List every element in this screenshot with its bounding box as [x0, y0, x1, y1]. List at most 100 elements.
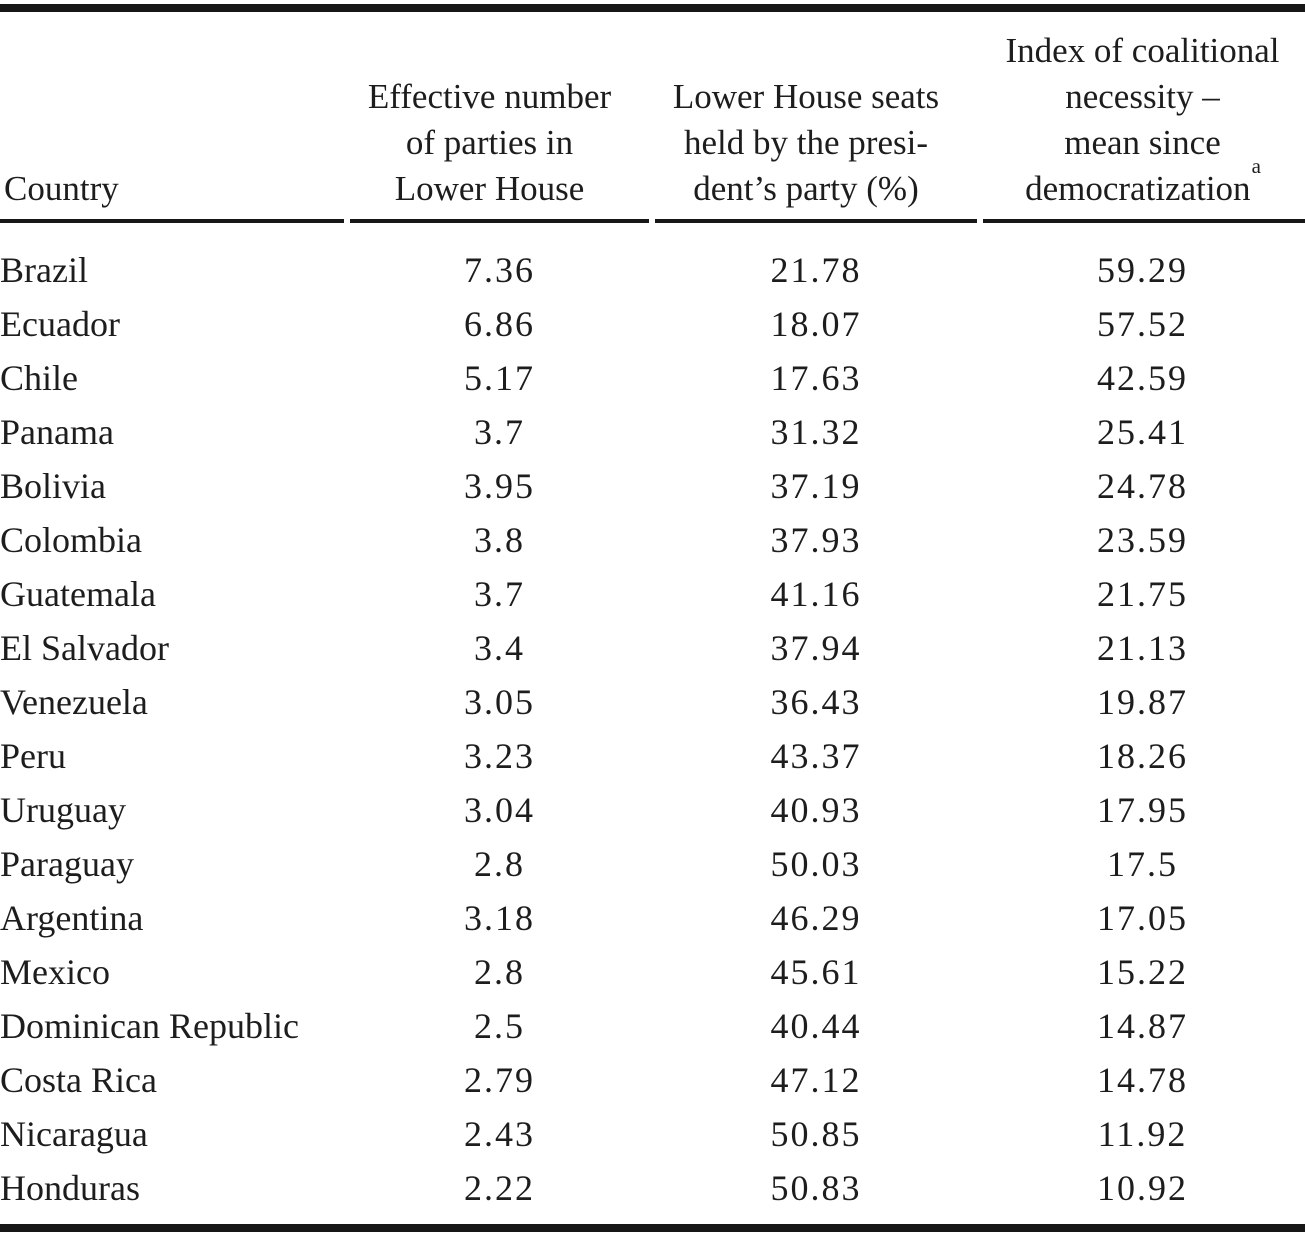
table-row: Ecuador 6.86 18.07 57.52 — [0, 297, 1305, 351]
header-underline-segment — [983, 219, 1305, 223]
table-row: Dominican Republic 2.5 40.44 14.87 — [0, 999, 1305, 1053]
cell-country: Paraguay — [0, 844, 134, 884]
header-line: dent’s party (%) — [693, 169, 919, 208]
table-row: Costa Rica 2.79 47.12 14.78 — [0, 1053, 1305, 1107]
cell-country: Bolivia — [0, 466, 106, 506]
table-row: Uruguay 3.04 40.93 17.95 — [0, 783, 1305, 837]
cell-effective-parties: 3.18 — [464, 898, 535, 938]
cell-president-seats: 21.78 — [770, 250, 862, 290]
cell-president-seats: 37.19 — [770, 466, 862, 506]
header-underline — [0, 219, 1305, 223]
cell-effective-parties: 3.7 — [474, 412, 525, 452]
cell-president-seats: 41.16 — [770, 574, 862, 614]
cell-effective-parties: 3.95 — [464, 466, 535, 506]
cell-country: Nicaragua — [0, 1114, 148, 1154]
column-header-country: Country — [0, 166, 347, 212]
cell-country: Costa Rica — [0, 1060, 157, 1100]
cell-coalitional-index: 19.87 — [1097, 682, 1188, 722]
cell-coalitional-index: 59.29 — [1097, 250, 1188, 290]
table-row: Brazil 7.36 21.78 59.29 — [0, 243, 1305, 297]
table-row: Mexico 2.8 45.61 15.22 — [0, 945, 1305, 999]
cell-president-seats: 18.07 — [770, 304, 862, 344]
header-line: mean since — [1064, 123, 1221, 162]
cell-president-seats: 36.43 — [770, 682, 862, 722]
header-line: necessity – — [1065, 77, 1220, 116]
cell-president-seats: 47.12 — [770, 1060, 862, 1100]
header-line: Lower House seats — [672, 77, 940, 116]
cell-effective-parties: 3.23 — [464, 736, 535, 776]
cell-effective-parties: 7.36 — [464, 250, 535, 290]
table-row: Nicaragua 2.43 50.85 11.92 — [0, 1107, 1305, 1161]
cell-president-seats: 40.44 — [770, 1006, 862, 1046]
cell-country: Colombia — [0, 520, 142, 560]
cell-country: Dominican Republic — [0, 1006, 299, 1046]
cell-country: Guatemala — [0, 574, 156, 614]
cell-coalitional-index: 18.26 — [1097, 736, 1188, 776]
cell-country: Chile — [0, 358, 78, 398]
cell-president-seats: 50.85 — [770, 1114, 862, 1154]
cell-president-seats: 43.37 — [770, 736, 862, 776]
cell-effective-parties: 3.05 — [464, 682, 535, 722]
cell-effective-parties: 5.17 — [464, 358, 535, 398]
header-underline-segment — [0, 219, 344, 223]
cell-coalitional-index: 24.78 — [1097, 466, 1188, 506]
cell-country: Honduras — [0, 1168, 140, 1208]
table-row: Paraguay 2.8 50.03 17.5 — [0, 837, 1305, 891]
cell-coalitional-index: 14.78 — [1097, 1060, 1188, 1100]
table-row: El Salvador 3.4 37.94 21.13 — [0, 621, 1305, 675]
cell-president-seats: 50.03 — [770, 844, 862, 884]
header-line: Effective number — [367, 77, 612, 116]
table-row: Venezuela 3.05 36.43 19.87 — [0, 675, 1305, 729]
cell-coalitional-index: 17.95 — [1097, 790, 1188, 830]
cell-effective-parties: 2.79 — [464, 1060, 535, 1100]
cell-effective-parties: 3.8 — [474, 520, 525, 560]
cell-effective-parties: 2.22 — [464, 1168, 535, 1208]
cell-president-seats: 37.94 — [770, 628, 862, 668]
cell-effective-parties: 2.5 — [474, 1006, 525, 1046]
cell-coalitional-index: 57.52 — [1097, 304, 1188, 344]
column-header-effective-parties: Effective number of parties in Lower Hou… — [347, 74, 652, 212]
table-body: Brazil 7.36 21.78 59.29 Ecuador 6.86 18.… — [0, 243, 1305, 1215]
table-row: Argentina 3.18 46.29 17.05 — [0, 891, 1305, 945]
cell-coalitional-index: 23.59 — [1097, 520, 1188, 560]
cell-country: Argentina — [0, 898, 144, 938]
cell-coalitional-index: 14.87 — [1097, 1006, 1188, 1046]
header-line: Lower House — [394, 169, 585, 208]
table-row: Honduras 2.22 50.83 10.92 — [0, 1161, 1305, 1215]
cell-country: Uruguay — [0, 790, 126, 830]
cell-effective-parties: 6.86 — [464, 304, 535, 344]
cell-effective-parties: 3.04 — [464, 790, 535, 830]
cell-president-seats: 46.29 — [770, 898, 862, 938]
bottom-rule — [0, 1224, 1305, 1232]
cell-coalitional-index: 11.92 — [1097, 1114, 1188, 1154]
cell-coalitional-index: 10.92 — [1097, 1168, 1188, 1208]
cell-president-seats: 40.93 — [770, 790, 862, 830]
cell-country: Panama — [0, 412, 114, 452]
header-underline-segment — [350, 219, 649, 223]
cell-president-seats: 37.93 — [770, 520, 862, 560]
header-line: of parties in — [405, 123, 574, 162]
table-row: Bolivia 3.95 37.19 24.78 — [0, 459, 1305, 513]
cell-coalitional-index: 21.13 — [1097, 628, 1188, 668]
cell-country: El Salvador — [0, 628, 169, 668]
table-row: Peru 3.23 43.37 18.26 — [0, 729, 1305, 783]
cell-effective-parties: 2.8 — [474, 952, 525, 992]
cell-president-seats: 31.32 — [770, 412, 862, 452]
cell-country: Peru — [0, 736, 66, 776]
cell-effective-parties: 3.7 — [474, 574, 525, 614]
cell-coalitional-index: 25.41 — [1097, 412, 1188, 452]
cell-effective-parties: 2.8 — [474, 844, 525, 884]
header-line: democratizationa — [980, 156, 1305, 212]
cell-president-seats: 50.83 — [770, 1168, 862, 1208]
cell-country: Brazil — [0, 250, 88, 290]
header-line-text: democratization — [1025, 169, 1251, 208]
cell-coalitional-index: 42.59 — [1097, 358, 1188, 398]
header-line: Index of coalitional — [1005, 31, 1280, 70]
cell-country: Mexico — [0, 952, 110, 992]
table-row: Guatemala 3.7 41.16 21.75 — [0, 567, 1305, 621]
footnote-marker: a — [1251, 154, 1261, 179]
column-header-president-seats: Lower House seats held by the presi- den… — [652, 74, 980, 212]
column-header-coalitional-index: Index of coalitional necessity – mean si… — [980, 28, 1305, 212]
header-line: held by the presi- — [684, 123, 928, 162]
